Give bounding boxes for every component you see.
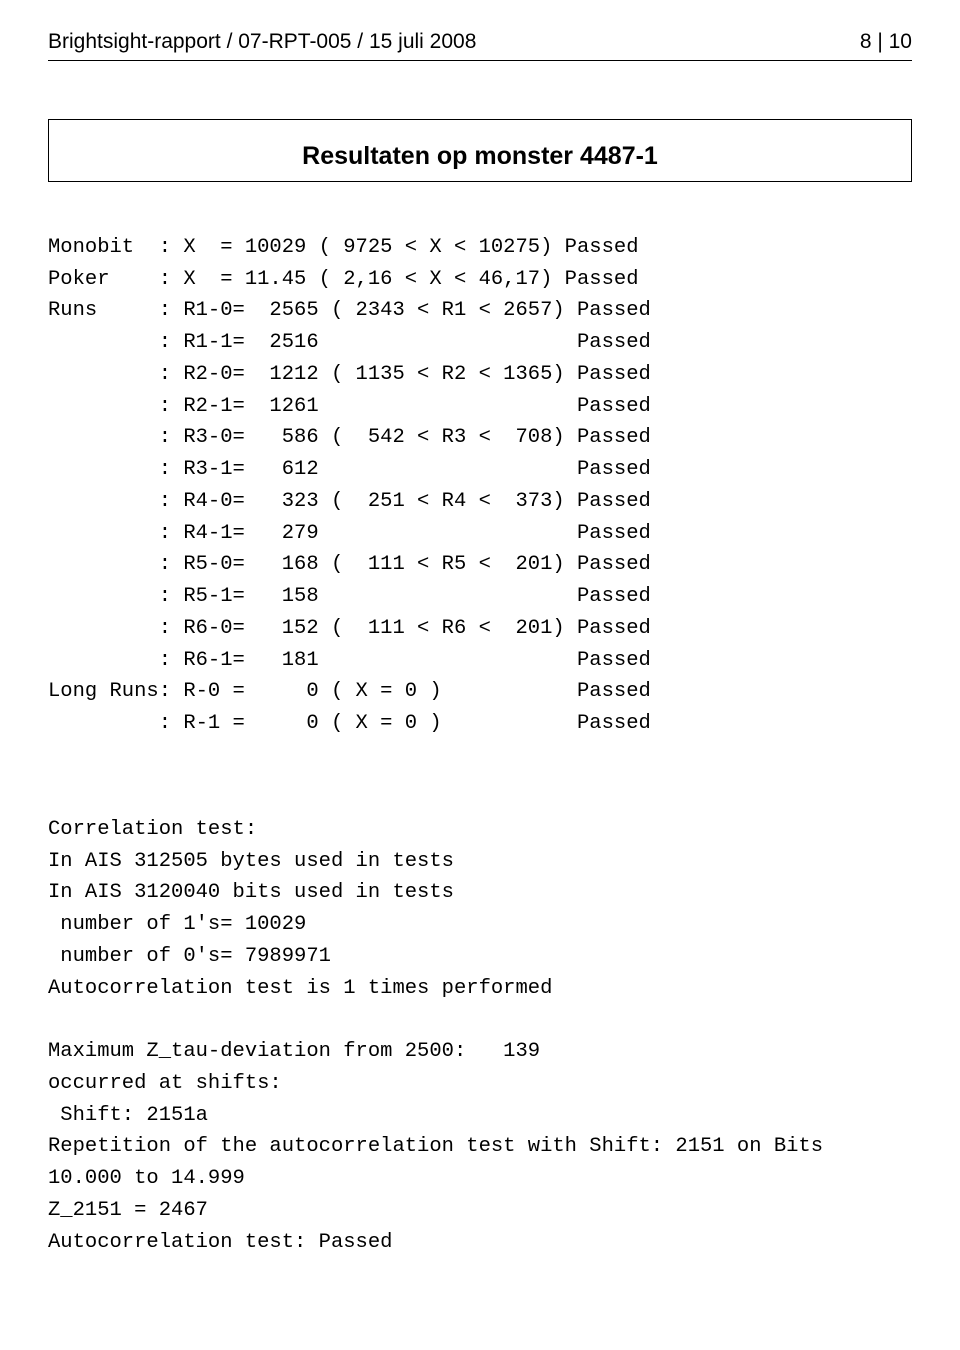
line-r6-1: : R6-1= 181 Passed bbox=[48, 649, 651, 672]
corr-line: 10.000 to 14.999 bbox=[48, 1167, 245, 1190]
line-r2-1: : R2-1= 1261 Passed bbox=[48, 395, 651, 418]
line-r3-1: : R3-1= 612 Passed bbox=[48, 458, 651, 481]
corr-line: Maximum Z_tau-deviation from 2500: 139 bbox=[48, 1040, 540, 1063]
corr-line: number of 1's= 10029 bbox=[48, 913, 306, 936]
line-r4-0: : R4-0= 323 ( 251 < R4 < 373) Passed bbox=[48, 490, 651, 513]
line-r6-0: : R6-0= 152 ( 111 < R6 < 201) Passed bbox=[48, 617, 651, 640]
corr-line: In AIS 312505 bytes used in tests bbox=[48, 850, 454, 873]
line-longruns-1: : R-1 = 0 ( X = 0 ) Passed bbox=[48, 712, 651, 735]
correlation-block: Correlation test: In AIS 312505 bytes us… bbox=[48, 782, 912, 1258]
header-left: Brightsight-rapport / 07-RPT-005 / 15 ju… bbox=[48, 30, 476, 54]
line-longruns-0: Long Runs: R-0 = 0 ( X = 0 ) Passed bbox=[48, 680, 651, 703]
header-rule bbox=[48, 60, 912, 61]
corr-line: Z_2151 = 2467 bbox=[48, 1199, 208, 1222]
line-r3-0: : R3-0= 586 ( 542 < R3 < 708) Passed bbox=[48, 426, 651, 449]
corr-line: Shift: 2151a bbox=[48, 1104, 208, 1127]
results-title: Resultaten op monster 4487-1 bbox=[302, 142, 658, 170]
results-title-box: Resultaten op monster 4487-1 bbox=[48, 119, 912, 182]
line-poker: Poker : X = 11.45 ( 2,16 < X < 46,17) Pa… bbox=[48, 268, 639, 291]
corr-line: In AIS 3120040 bits used in tests bbox=[48, 881, 454, 904]
header-right: 8 | 10 bbox=[860, 30, 912, 54]
corr-line: Correlation test: bbox=[48, 818, 257, 841]
line-r4-1: : R4-1= 279 Passed bbox=[48, 522, 651, 545]
test-results-block: Monobit : X = 10029 ( 9725 < X < 10275) … bbox=[48, 200, 912, 740]
page-header: Brightsight-rapport / 07-RPT-005 / 15 ju… bbox=[48, 30, 912, 54]
corr-line: Autocorrelation test: Passed bbox=[48, 1231, 392, 1254]
corr-line: occurred at shifts: bbox=[48, 1072, 282, 1095]
line-r5-1: : R5-1= 158 Passed bbox=[48, 585, 651, 608]
line-r1-0: Runs : R1-0= 2565 ( 2343 < R1 < 2657) Pa… bbox=[48, 299, 651, 322]
line-monobit: Monobit : X = 10029 ( 9725 < X < 10275) … bbox=[48, 236, 639, 259]
corr-line: number of 0's= 7989971 bbox=[48, 945, 331, 968]
corr-line: Repetition of the autocorrelation test w… bbox=[48, 1135, 823, 1158]
line-r1-1: : R1-1= 2516 Passed bbox=[48, 331, 651, 354]
line-r5-0: : R5-0= 168 ( 111 < R5 < 201) Passed bbox=[48, 553, 651, 576]
corr-line: Autocorrelation test is 1 times performe… bbox=[48, 977, 552, 1000]
line-r2-0: : R2-0= 1212 ( 1135 < R2 < 1365) Passed bbox=[48, 363, 651, 386]
